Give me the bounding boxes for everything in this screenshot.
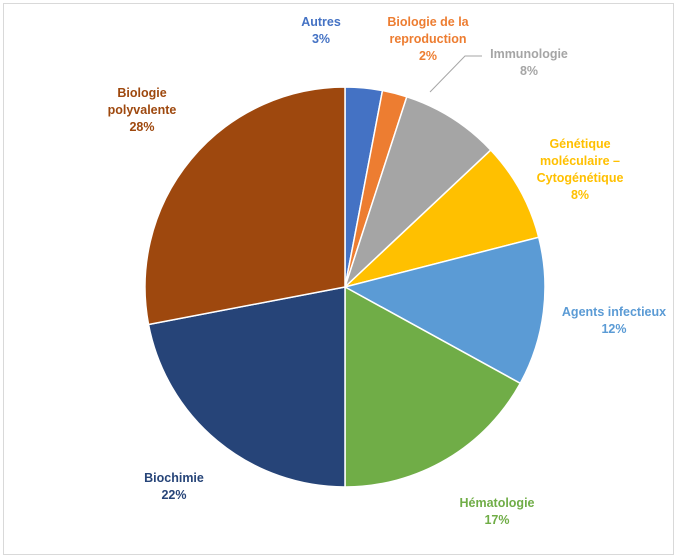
slice-name-biologie-reproduction: Biologie de la	[387, 15, 469, 29]
pie-slice-hematologie	[344, 285, 522, 488]
slice-value-agents-infectieux: 12%	[601, 322, 626, 336]
slice-name-biologie-polyvalente: polyvalente	[108, 103, 177, 117]
slice-label-hematologie: Hématologie 17%	[459, 496, 534, 527]
pie-slices	[144, 86, 546, 488]
slice-name-hematologie: Hématologie	[459, 496, 534, 510]
slice-name-biologie-polyvalente: Biologie	[117, 86, 166, 100]
slice-value-biologie-polyvalente: 28%	[129, 120, 154, 134]
slice-label-biochimie: Biochimie 22%	[144, 471, 204, 502]
pie-slice-biochimie	[147, 286, 346, 488]
slice-name-biochimie: Biochimie	[144, 471, 204, 485]
slice-value-biologie-reproduction: 2%	[419, 49, 437, 63]
slice-value-biochimie: 22%	[161, 488, 186, 502]
slice-value-autres: 3%	[312, 32, 330, 46]
pie-slice-immunologie	[344, 95, 492, 288]
slice-label-biologie-reproduction: Biologie de la reproduction 2%	[387, 15, 469, 63]
slice-name-immunologie: Immunologie	[490, 47, 568, 61]
pie-slice-genetique	[344, 149, 540, 288]
slice-value-genetique: 8%	[571, 188, 589, 202]
pie-slice-biologie-polyvalente	[144, 86, 346, 326]
slice-name-autres: Autres	[301, 15, 341, 29]
slice-name-genetique: Cytogénétique	[537, 171, 624, 185]
slice-name-agents-infectieux: Agents infectieux	[562, 305, 666, 319]
slice-label-autres: Autres 3%	[301, 15, 341, 46]
slice-labels: Autres 3% Biologie de la reproduction 2% Immu…	[108, 15, 667, 527]
pie-slice-agents-infectieux	[342, 236, 546, 385]
slice-label-genetique: Génétique moléculaire – Cytogénétique 8%	[537, 137, 624, 202]
slice-name-genetique: moléculaire –	[540, 154, 620, 168]
slice-value-hematologie: 17%	[484, 513, 509, 527]
label-connectors	[429, 55, 482, 93]
slice-name-biologie-reproduction: reproduction	[389, 32, 466, 46]
slice-label-immunologie: Immunologie 8%	[490, 47, 568, 78]
slice-name-genetique: Génétique	[549, 137, 610, 151]
connector-line-immunologie	[429, 55, 482, 93]
slice-value-immunologie: 8%	[520, 64, 538, 78]
slice-label-agents-infectieux: Agents infectieux 12%	[562, 305, 666, 336]
slice-label-biologie-polyvalente: Biologie polyvalente 28%	[108, 86, 177, 134]
